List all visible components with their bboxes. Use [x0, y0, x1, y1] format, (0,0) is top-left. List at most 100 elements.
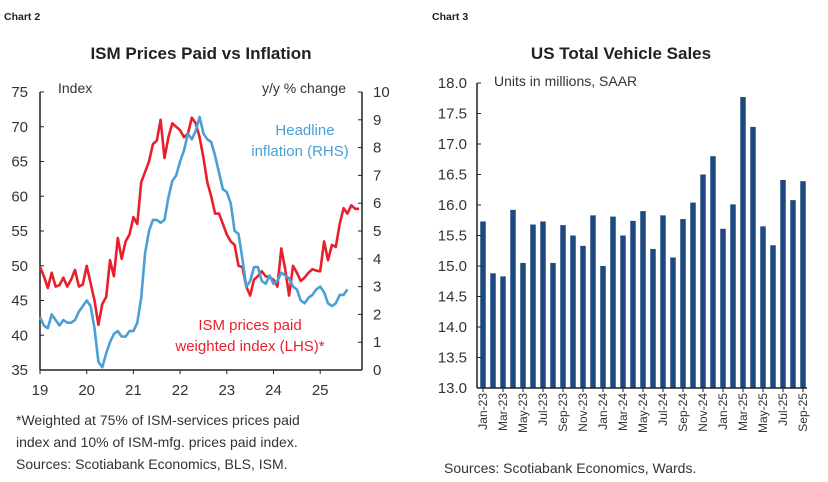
right-axis-label: y/y % change: [262, 80, 346, 96]
right-tick-label: 3: [373, 279, 381, 296]
left-axis-label: Index: [58, 80, 92, 96]
bar-feb-25: [730, 204, 736, 388]
chart-2-label: Chart 2: [4, 11, 40, 23]
bar-apr-23: [510, 209, 516, 388]
bar-dec-23: [590, 215, 596, 388]
bar-sep-24: [680, 219, 686, 388]
right-tick-label: 6: [373, 195, 381, 212]
x-tick-label: Sep-25: [796, 393, 810, 432]
x-tick-label: 19: [32, 382, 49, 399]
bar-may-25: [760, 226, 766, 388]
right-tick-label: 1: [373, 334, 381, 351]
x-tick-label: Mar-24: [616, 393, 630, 431]
bar-jun-23: [530, 224, 536, 388]
bar-sep-25: [800, 181, 806, 388]
bar-jul-23: [540, 221, 546, 388]
x-tick-label: 23: [218, 382, 235, 399]
x-tick-label: Nov-24: [696, 393, 710, 432]
sources-chart-3: Sources: Scotiabank Economics, Wards.: [444, 460, 696, 476]
bar-oct-24: [690, 202, 696, 388]
x-tick-label: Jan-23: [476, 393, 490, 430]
left-tick-label: 60: [11, 188, 28, 205]
y-tick-label: 14.0: [438, 319, 467, 336]
y-tick-label: 15.0: [438, 258, 467, 275]
left-tick-label: 35: [11, 362, 28, 379]
chart-2-title: ISM Prices Paid vs Inflation: [90, 44, 311, 63]
y-tick-label: 13.5: [438, 350, 467, 367]
y-tick-label: 13.0: [438, 380, 467, 397]
chart-3-plot: 18.0 17.5 17.0 16.5 16.0 15.5 15.0 14.5 14.0 13.5…: [438, 75, 810, 433]
y-tick-label: 16.5: [438, 167, 467, 184]
right-tick-label: 7: [373, 167, 381, 184]
y-tick-label: 17.0: [438, 136, 467, 153]
x-tick-label: Sep-23: [556, 393, 570, 432]
left-tick-label: 40: [11, 327, 28, 344]
right-tick-label: 5: [373, 223, 381, 240]
ism-series-label-1: ISM prices paid: [198, 317, 301, 334]
left-tick-label: 75: [11, 84, 28, 101]
chart-3-label: Chart 3: [432, 11, 468, 23]
bar-dec-24: [710, 156, 716, 388]
bar-feb-24: [610, 216, 616, 388]
bar-may-24: [640, 211, 646, 388]
ism-prices-paid-line: [38, 116, 360, 327]
headline-inflation-line: [38, 115, 349, 369]
left-tick-label: 65: [11, 154, 28, 171]
x-tick-label: May-25: [756, 393, 770, 433]
x-tick-label: 21: [125, 382, 142, 399]
x-tick-label: Sep-24: [676, 393, 690, 432]
bar-jul-25: [780, 179, 786, 388]
right-tick-label: 10: [373, 84, 390, 101]
y-tick-label: 17.5: [438, 106, 467, 123]
bar-may-23: [520, 262, 526, 388]
x-tick-label: Jan-24: [596, 393, 610, 430]
x-tick-label: Mar-23: [496, 393, 510, 431]
right-tick-label: 0: [373, 362, 381, 379]
bar-sep-23: [560, 225, 566, 388]
bar-feb-23: [490, 273, 496, 388]
x-tick-label: Nov-23: [576, 393, 590, 432]
x-tick-label: 24: [265, 382, 282, 399]
x-tick-label: May-24: [636, 393, 650, 433]
x-tick-label: Mar-25: [736, 393, 750, 431]
bar-aug-23: [550, 262, 556, 388]
bar-mar-23: [500, 276, 506, 388]
right-tick-label: 2: [373, 306, 381, 323]
footnote-line-2: index and 10% of ISM-mfg. prices paid in…: [16, 434, 298, 450]
bar-aug-24: [670, 257, 676, 388]
bar-jul-24: [660, 215, 666, 388]
sources-chart-2: Sources: Scotiabank Economics, BLS, ISM.: [16, 456, 288, 472]
bar-apr-25: [750, 126, 756, 389]
x-tick-label: 25: [312, 382, 329, 399]
right-tick-label: 4: [373, 251, 381, 268]
footnote-line-1: *Weighted at 75% of ISM-services prices …: [16, 412, 300, 428]
inflation-series-label-2: inflation (RHS): [251, 143, 349, 160]
chart-3-unit-label: Units in millions, SAAR: [494, 73, 637, 89]
x-tick-label: Jul-25: [776, 393, 790, 426]
chart-3-title: US Total Vehicle Sales: [531, 44, 711, 63]
bar-jan-23: [480, 221, 486, 388]
bar-mar-24: [620, 235, 626, 388]
y-tick-label: 14.5: [438, 289, 467, 306]
x-tick-label: Jan-25: [716, 393, 730, 430]
bar-jan-25: [720, 228, 726, 388]
x-tick-label: Jul-24: [656, 393, 670, 426]
bar-nov-23: [580, 245, 586, 388]
x-tick-label: Jul-23: [536, 393, 550, 426]
bar-jun-25: [770, 245, 776, 388]
ism-series-label-2: weighted index (LHS)*: [174, 338, 324, 355]
x-tick-label: May-23: [516, 393, 530, 433]
y-tick-label: 18.0: [438, 75, 467, 92]
bar-nov-24: [700, 174, 706, 388]
bar-oct-23: [570, 235, 576, 388]
x-tick-label: 22: [172, 382, 189, 399]
y-tick-label: 16.0: [438, 197, 467, 214]
x-tick-label: 20: [78, 382, 95, 399]
left-tick-label: 45: [11, 293, 28, 310]
bar-mar-25: [740, 97, 746, 388]
bar-apr-24: [630, 220, 636, 388]
bar-jun-24: [650, 248, 656, 388]
left-tick-label: 55: [11, 223, 28, 240]
